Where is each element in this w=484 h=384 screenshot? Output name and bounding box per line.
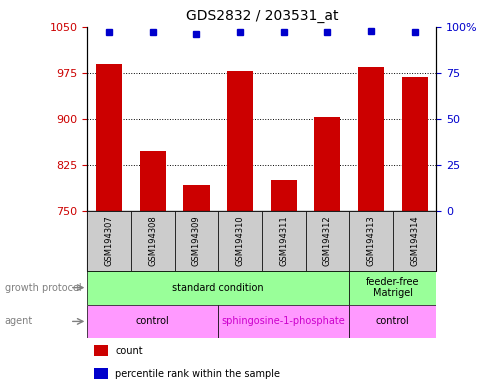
- Text: control: control: [375, 316, 409, 326]
- Bar: [314, 117, 340, 211]
- Bar: [94, 345, 108, 356]
- Text: GSM194312: GSM194312: [322, 216, 331, 266]
- Bar: [357, 67, 383, 211]
- Bar: [87, 271, 348, 305]
- Text: percentile rank within the sample: percentile rank within the sample: [115, 369, 280, 379]
- Bar: [392, 211, 436, 271]
- Text: control: control: [136, 316, 169, 326]
- Bar: [218, 305, 348, 338]
- Bar: [348, 271, 436, 305]
- Text: sphingosine-1-phosphate: sphingosine-1-phosphate: [221, 316, 345, 326]
- Text: GSM194308: GSM194308: [148, 215, 157, 266]
- Bar: [401, 77, 427, 211]
- Text: growth protocol: growth protocol: [5, 283, 81, 293]
- Bar: [87, 305, 218, 338]
- Bar: [348, 305, 436, 338]
- Title: GDS2832 / 203531_at: GDS2832 / 203531_at: [185, 9, 337, 23]
- Bar: [87, 211, 131, 271]
- Bar: [218, 211, 261, 271]
- Text: GSM194310: GSM194310: [235, 216, 244, 266]
- Bar: [261, 211, 305, 271]
- Bar: [270, 180, 296, 211]
- Bar: [139, 151, 166, 211]
- Text: standard condition: standard condition: [172, 283, 263, 293]
- Bar: [183, 185, 209, 211]
- Text: agent: agent: [5, 316, 33, 326]
- Bar: [174, 211, 218, 271]
- Text: GSM194311: GSM194311: [279, 216, 287, 266]
- Text: GSM194313: GSM194313: [366, 215, 375, 266]
- Bar: [348, 211, 392, 271]
- Text: GSM194314: GSM194314: [409, 216, 418, 266]
- Bar: [94, 368, 108, 379]
- Bar: [305, 211, 348, 271]
- Text: feeder-free
Matrigel: feeder-free Matrigel: [365, 277, 419, 298]
- Bar: [131, 211, 174, 271]
- Bar: [96, 64, 122, 211]
- Text: GSM194309: GSM194309: [192, 216, 200, 266]
- Text: GSM194307: GSM194307: [105, 215, 113, 266]
- Text: count: count: [115, 346, 143, 356]
- Bar: [227, 71, 253, 211]
